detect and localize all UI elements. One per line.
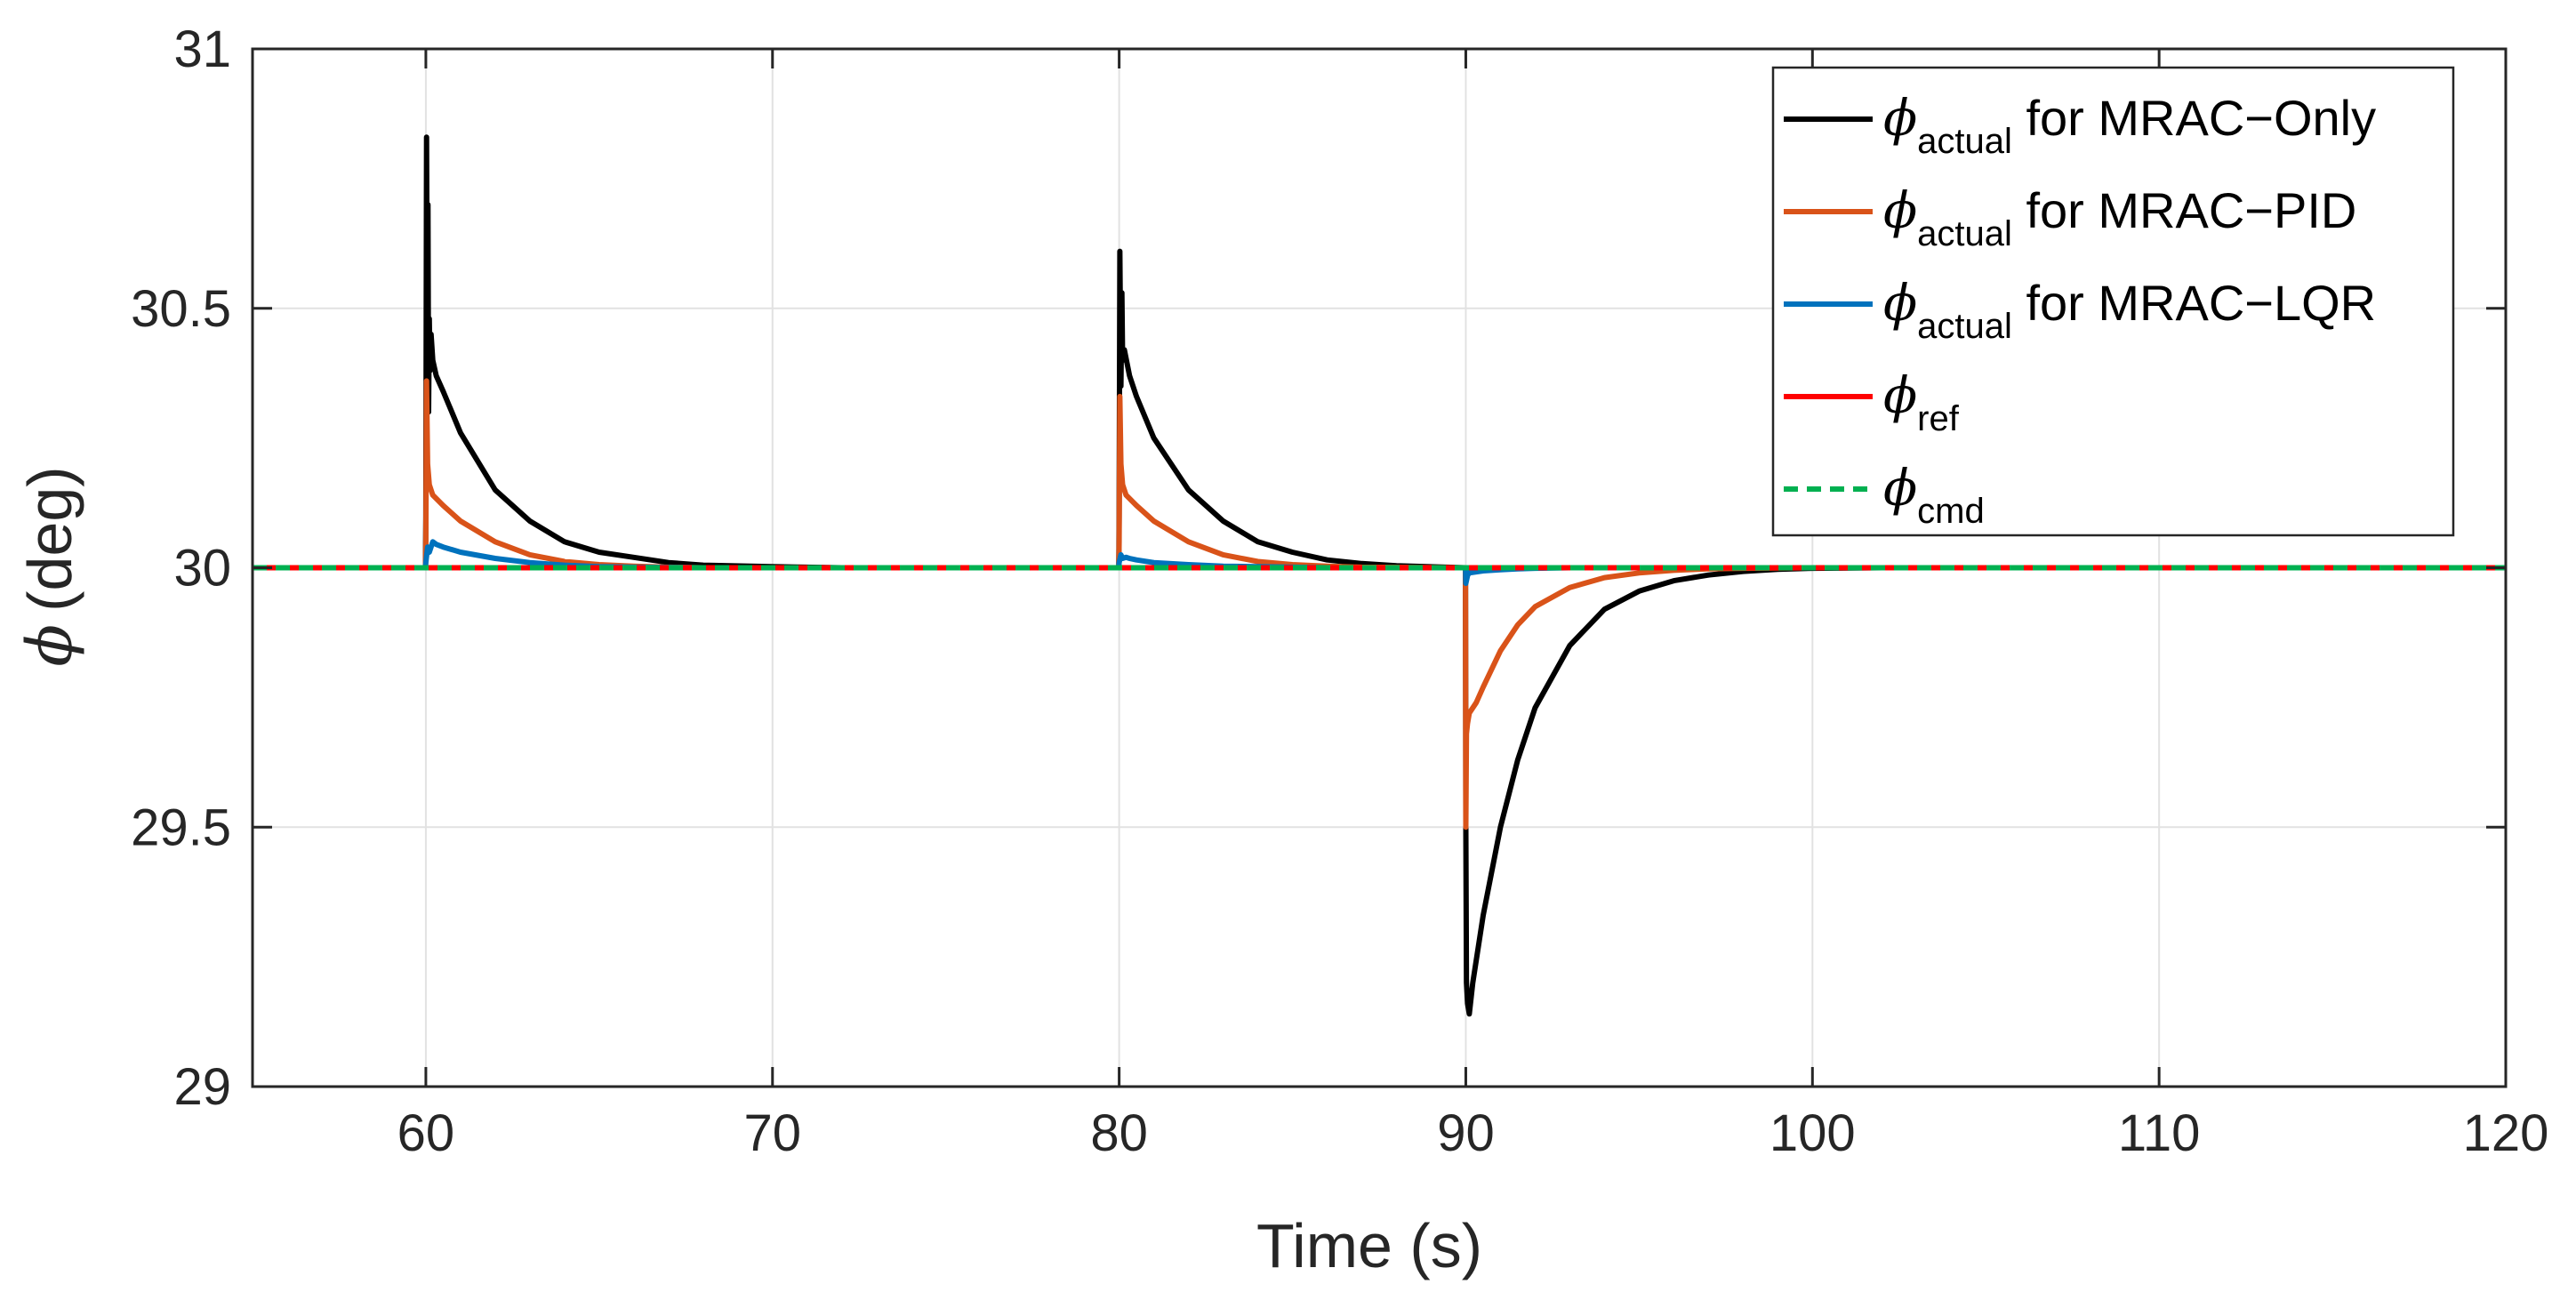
y-axis-label: ϕ (deg) [13, 466, 86, 666]
legend-phi-symbol: ϕ [1883, 367, 1917, 425]
y-axis-label-unit: (deg) [15, 466, 84, 611]
axes [251, 47, 2508, 1088]
x-axis-label: Time (s) [1256, 1211, 1482, 1280]
legend-phi-symbol: ϕ [1883, 90, 1917, 148]
legend-phi-symbol: ϕ [1883, 275, 1917, 333]
x-tick-label: 90 [1437, 1104, 1495, 1162]
y-tick-label: 30 [173, 540, 231, 598]
legend-box [1771, 66, 2455, 537]
legend-label: for MRAC−LQR [2012, 275, 2376, 331]
tick-labels: 60 70 80 90 100 110 120 29 29.5 30 30.5 31 [131, 20, 2548, 1162]
legend-entry-3: ϕref [1883, 367, 1960, 438]
legend-subscript: actual [1917, 122, 2012, 161]
legend-label: for MRAC−PID [2012, 182, 2356, 238]
y-tick-label: 30.5 [131, 280, 231, 338]
x-tick-label: 80 [1090, 1104, 1148, 1162]
y-axis-label-symbol: ϕ [13, 624, 86, 667]
legend-subscript: actual [1917, 214, 2012, 253]
y-tick-label: 31 [173, 20, 231, 78]
x-tick-label: 60 [397, 1104, 455, 1162]
legend-subscript: cmd [1917, 492, 1985, 531]
series-line-1 [253, 378, 2506, 831]
x-tick-label: 110 [2118, 1104, 2200, 1162]
legend-entry-1: ϕactual for MRAC−PID [1883, 182, 2356, 253]
series-lines [253, 134, 2506, 1017]
x-tick-label: 120 [2463, 1104, 2549, 1162]
legend-entry-2: ϕactual for MRAC−LQR [1883, 275, 2376, 346]
legend-phi-symbol: ϕ [1883, 460, 1917, 518]
series-line-0 [253, 134, 2506, 1017]
series-line-2 [253, 539, 2506, 586]
legend-label: for MRAC−Only [2012, 90, 2376, 146]
y-tick-label: 29 [173, 1058, 231, 1116]
legend-entry-4: ϕcmd [1883, 460, 1985, 531]
legend-phi-symbol: ϕ [1883, 182, 1917, 240]
x-tick-label: 100 [1769, 1104, 1856, 1162]
x-tick-label: 70 [744, 1104, 802, 1162]
y-tick-label: 29.5 [131, 798, 231, 856]
legend-subscript: actual [1917, 307, 2012, 346]
legend-entry-0: ϕactual for MRAC−Only [1883, 90, 2376, 161]
legend-subscript: ref [1917, 399, 1960, 438]
